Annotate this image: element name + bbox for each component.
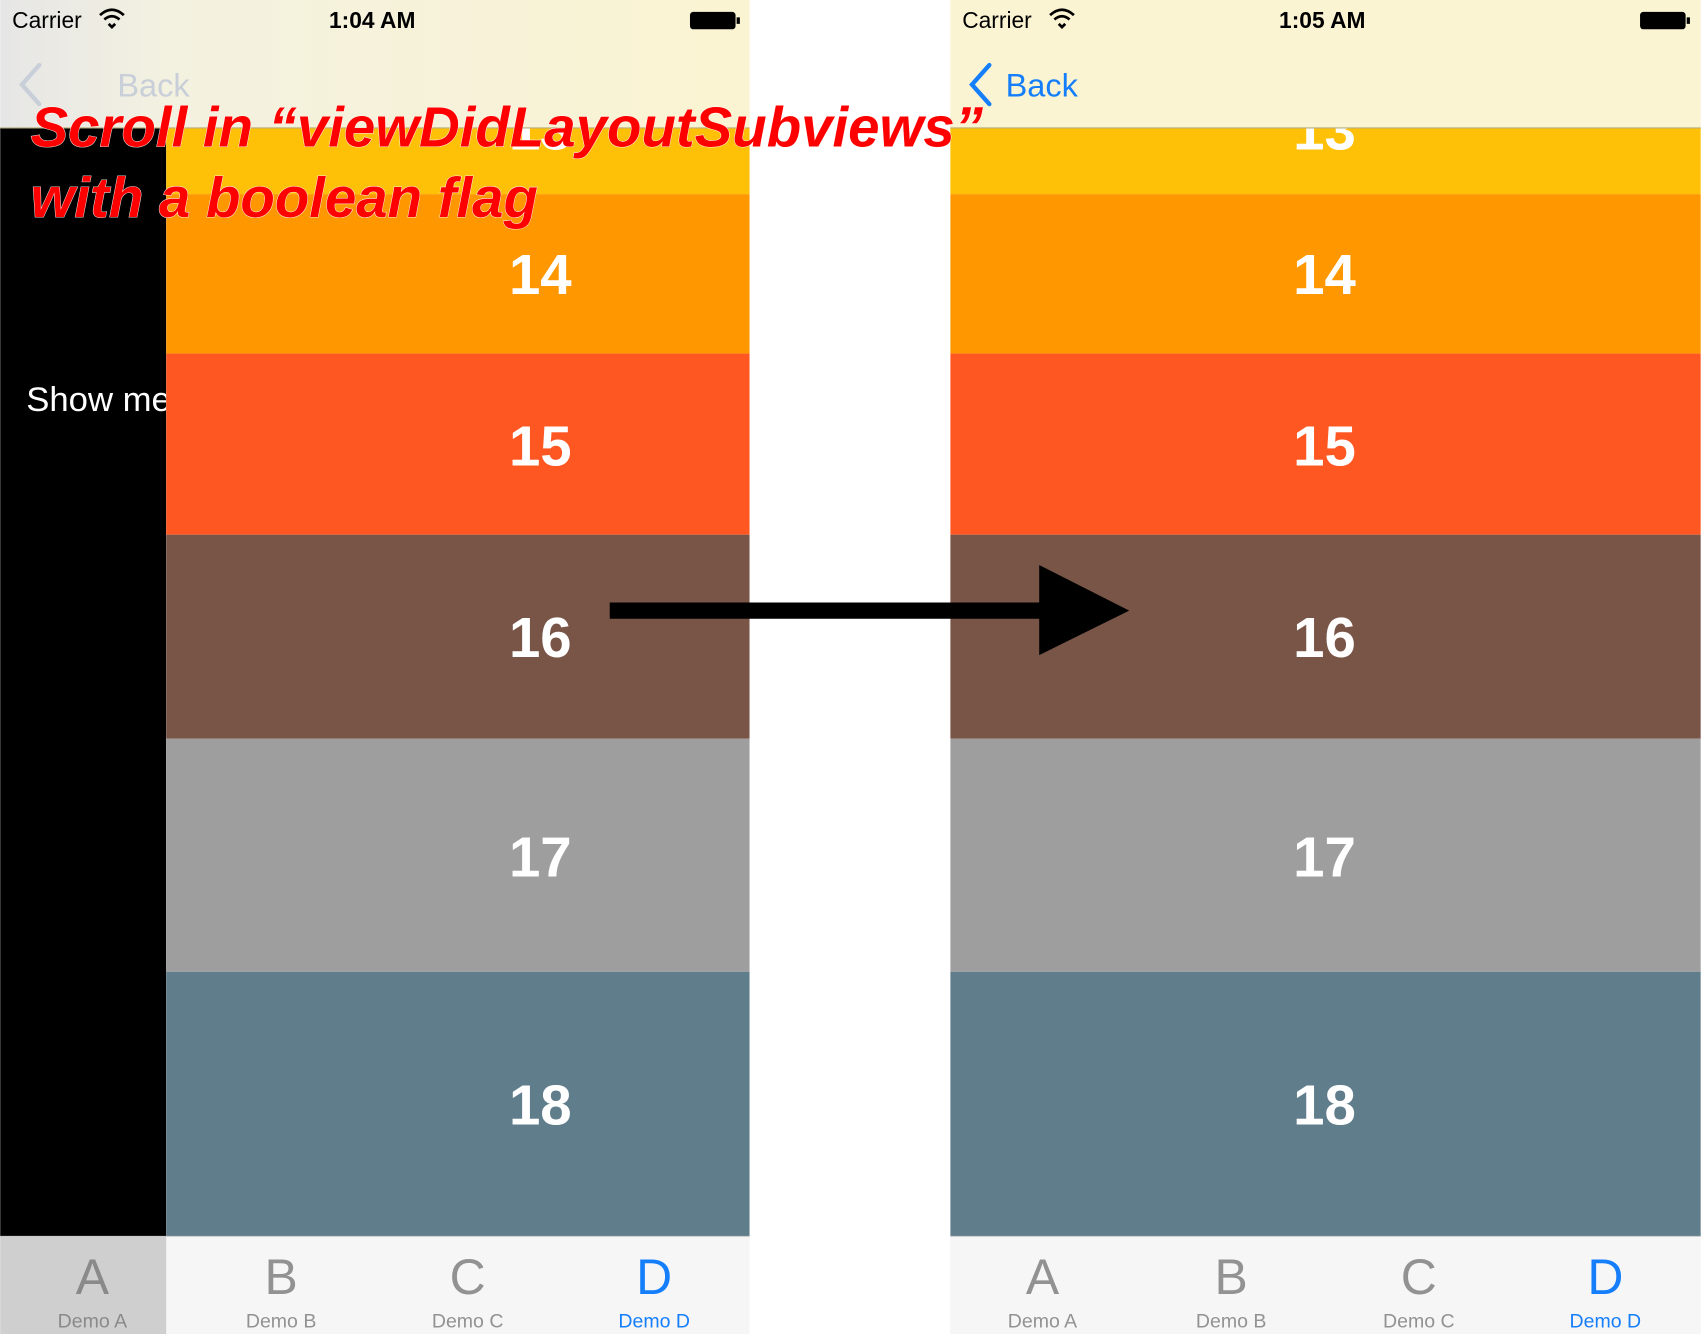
side-group: Show me — [26, 381, 171, 419]
tab-shade — [0, 1236, 167, 1334]
annotation: with a boolean flag — [31, 166, 538, 229]
table-row — [950, 353, 1701, 535]
back-chevron — [969, 62, 992, 107]
tab-label[interactable]: Demo B — [246, 1310, 317, 1332]
tab-label[interactable]: Demo C — [432, 1310, 504, 1332]
tab-icon[interactable]: B — [264, 1249, 297, 1305]
clock: 1:04 AM — [329, 7, 415, 33]
row-label: 15 — [1293, 414, 1356, 477]
tab-label[interactable]: Demo D — [1570, 1310, 1642, 1332]
back-button[interactable]: Back — [117, 68, 190, 104]
annotation: Scroll in “viewDidLayoutSubviews” — [31, 95, 984, 158]
tab-label[interactable]: Demo A — [58, 1310, 127, 1332]
table-view: 13 14 15 16 17 18 — [950, 99, 1701, 1237]
table-row — [950, 971, 1701, 1237]
tab-icon[interactable]: B — [1215, 1249, 1248, 1305]
row-label: 14 — [1293, 243, 1356, 306]
table-row — [166, 971, 750, 1237]
table-row — [950, 127, 1701, 195]
row-label: 18 — [509, 1074, 572, 1137]
row-label: 14 — [509, 243, 572, 306]
tab-icon[interactable]: C — [450, 1249, 486, 1305]
row-label: 13 — [1293, 99, 1356, 162]
table-row — [950, 738, 1701, 972]
phone-screen: Show me 13 14 15 16 17 18 Carrier 1:04 AM Back A De… — [0, 0, 750, 1334]
row-label: 17 — [509, 825, 572, 888]
tab-icon[interactable]: A — [1026, 1249, 1060, 1305]
carrier: Carrier — [962, 7, 1032, 33]
table-row — [166, 738, 750, 972]
battery-tip — [1686, 17, 1690, 24]
row-label: 18 — [1293, 1074, 1356, 1137]
back-chevron — [18, 62, 42, 107]
row-label: 13 — [509, 99, 572, 162]
nav-bar — [950, 0, 1701, 128]
table-view: 13 14 15 16 17 18 — [166, 99, 750, 1237]
table-row — [950, 194, 1701, 354]
table-row — [166, 534, 750, 739]
tab-label[interactable]: Demo D — [618, 1310, 690, 1332]
row-label: 17 — [1293, 825, 1356, 888]
battery — [689, 11, 736, 30]
clock: 1:05 AM — [1279, 7, 1365, 33]
tab-icon[interactable]: A — [76, 1249, 110, 1305]
carrier: Carrier — [12, 7, 82, 33]
side-panel — [0, 127, 167, 1237]
row-label: 15 — [509, 414, 572, 477]
tab-label[interactable]: Demo C — [1383, 1310, 1455, 1332]
arrow-head — [1039, 565, 1130, 656]
tab-icon[interactable]: D — [1587, 1249, 1623, 1305]
tab-label[interactable]: Demo A — [1008, 1310, 1077, 1332]
side-text: Show me — [26, 381, 171, 419]
phone-screen: 13 14 15 16 17 18 Carrier 1:05 AM Back A Demo A B De… — [950, 0, 1701, 1334]
row-label: 16 — [1293, 606, 1356, 669]
row-label: 16 — [509, 606, 572, 669]
table-row — [166, 194, 750, 354]
tab-icon[interactable]: D — [636, 1249, 672, 1305]
back-button[interactable]: Back — [1006, 68, 1079, 104]
table-row — [166, 127, 750, 195]
battery — [1640, 11, 1686, 30]
wifi-icon — [1049, 8, 1075, 30]
battery-tip — [736, 17, 740, 24]
table-row — [166, 353, 750, 535]
tab-icon[interactable]: C — [1401, 1249, 1437, 1305]
wifi-icon — [99, 8, 125, 30]
nav-bar — [0, 0, 750, 128]
tab-bar — [950, 1236, 1701, 1334]
tab-label[interactable]: Demo B — [1196, 1310, 1267, 1332]
